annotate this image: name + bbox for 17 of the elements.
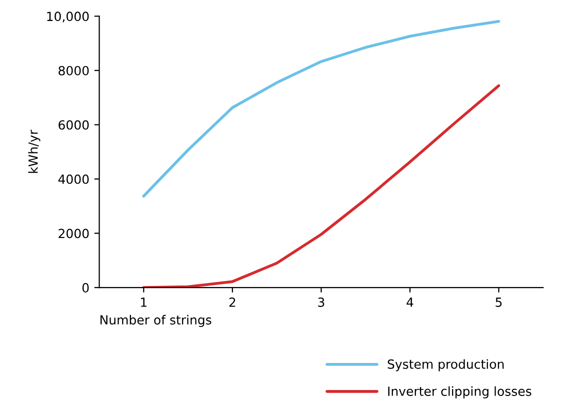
x-tick-label: 1 [141,298,146,307]
y-tick-label: 2000 [58,228,89,238]
y-tick-label: 4000 [58,174,89,184]
line-series [142,84,500,288]
x-axis-title: Number of strings [100,314,212,328]
x-tick-label: 3 [318,297,324,307]
y-tick-label: 6000 [58,120,89,130]
y-tick-label: 10,000 [47,12,89,22]
legend-label: System production [388,359,504,372]
line-series [142,20,500,198]
y-tick-label: 0 [82,283,89,292]
x-tick-label: 5 [496,298,502,307]
x-tick-label: 4 [406,298,414,307]
y-axis-title: kWh/yr [28,130,40,173]
legend-label: Inverter clipping losses [388,386,532,398]
x-tick-label: 2 [229,297,236,307]
y-tick-label: 8000 [58,66,89,76]
